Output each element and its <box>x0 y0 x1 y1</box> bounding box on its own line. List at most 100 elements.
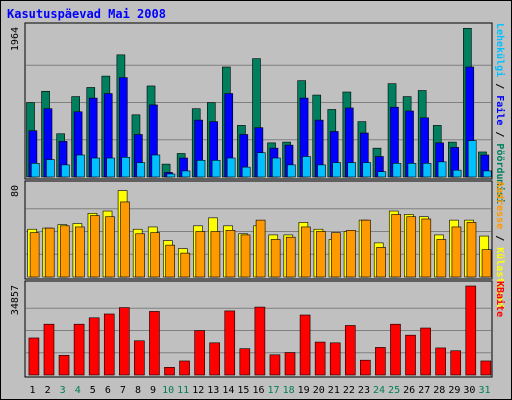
bar-1-s3-d9 <box>151 154 161 178</box>
bar-1-s3-d26 <box>407 163 417 178</box>
bar-1-s3-d22 <box>347 162 356 178</box>
bar-2-s2-d10 <box>165 244 176 278</box>
day-label-19: 19 <box>298 385 310 396</box>
day-label-20: 20 <box>313 385 325 396</box>
bar-1-s3-d6 <box>106 157 115 178</box>
day-label-7: 7 <box>120 385 126 396</box>
bar-2-s2-d17 <box>270 239 281 278</box>
legend-separator: / <box>494 125 505 143</box>
legend-item-1-1: Lehekülgi <box>494 23 506 77</box>
chart-panel-1: 1964 <box>10 22 493 180</box>
bar-1-s3-d29 <box>452 169 462 178</box>
bar-2-s2-d13 <box>210 231 221 278</box>
day-label-2: 2 <box>45 385 51 396</box>
bar-3-s1-d25 <box>390 323 401 376</box>
bar-3-s1-d8 <box>134 340 145 376</box>
bar-1-s3-d17 <box>272 157 281 178</box>
bar-3-s1-d20 <box>314 341 326 376</box>
bar-3-s1-d9 <box>149 311 160 376</box>
bar-3-s1-d5 <box>88 317 100 376</box>
day-label-24: 24 <box>373 385 385 396</box>
legend-3: KBaite <box>494 281 506 317</box>
bar-2-s2-d31 <box>481 249 492 278</box>
day-label-5: 5 <box>90 385 96 396</box>
bar-2-s2-d14 <box>225 230 236 278</box>
bar-2-s2-d29 <box>451 226 462 278</box>
day-label-16: 16 <box>252 385 264 396</box>
bar-2-s2-d8 <box>135 233 145 278</box>
bar-1-s3-d27 <box>422 163 432 178</box>
bar-3-s1-d28 <box>435 347 446 376</box>
bar-3-s1-d2 <box>43 323 55 376</box>
day-label-29: 29 <box>448 385 460 396</box>
bar-1-s3-d1 <box>31 163 40 178</box>
bar-3-s1-d30 <box>465 285 477 376</box>
bar-2-s2-d19 <box>300 226 311 278</box>
day-label-30: 30 <box>463 385 475 396</box>
day-label-27: 27 <box>418 385 430 396</box>
bar-1-s3-d11 <box>181 170 191 178</box>
day-label-17: 17 <box>268 385 280 396</box>
bar-3-s1-d6 <box>103 313 115 376</box>
bar-1-s3-d12 <box>196 160 206 178</box>
bar-2-s2-d22 <box>346 230 356 278</box>
day-label-21: 21 <box>328 385 340 396</box>
panel-border <box>24 22 493 180</box>
bar-1-s3-d31 <box>482 170 492 178</box>
legend-item-3-1: KBaite <box>494 281 506 317</box>
bar-1-s3-d14 <box>226 157 236 178</box>
bar-3-s1-d21 <box>329 342 341 376</box>
bar-3-s1-d10 <box>164 367 175 376</box>
bar-2-s2-d21 <box>331 232 341 278</box>
day-label-15: 15 <box>237 385 249 396</box>
chart-panel-2: 80 <box>10 180 493 280</box>
legend-item-1-3: Pöördumisi <box>494 143 506 203</box>
bar-2-s2-d9 <box>150 232 160 278</box>
bar-3-s1-d29 <box>450 350 462 376</box>
bar-2-s2-d30 <box>466 222 477 278</box>
bar-3-s1-d31 <box>480 360 492 376</box>
bar-2-s2-d1 <box>29 232 40 278</box>
panel-border <box>24 180 493 280</box>
bar-3-s1-d26 <box>405 334 416 376</box>
bar-1-s3-d7 <box>121 156 131 178</box>
bar-1-s3-d4 <box>76 154 85 178</box>
day-label-1: 1 <box>30 385 36 396</box>
bar-2-s2-d27 <box>421 218 432 278</box>
bar-1-s3-d20 <box>317 164 326 178</box>
bar-3-s1-d13 <box>209 342 220 376</box>
day-label-8: 8 <box>135 385 141 396</box>
bar-2-s2-d24 <box>376 247 386 278</box>
bar-1-s3-d3 <box>61 164 70 178</box>
bar-2-s2-d23 <box>361 219 371 278</box>
bar-3-s1-d18 <box>284 352 296 376</box>
bar-2-s2-d12 <box>195 231 206 278</box>
bar-2-s2-d3 <box>59 225 70 278</box>
day-label-28: 28 <box>433 385 445 396</box>
bar-2-s2-d7 <box>120 201 130 278</box>
bar-2-s2-d2 <box>44 227 55 278</box>
bar-3-s1-d1 <box>28 337 40 376</box>
bar-1-s3-d5 <box>91 157 100 178</box>
bar-3-s1-d3 <box>58 355 70 376</box>
day-label-25: 25 <box>388 385 400 396</box>
day-label-3: 3 <box>60 385 66 396</box>
bar-3-s1-d12 <box>194 330 205 376</box>
chart-panel-3: 34857 <box>10 280 493 378</box>
bar-1-s3-d28 <box>437 161 447 178</box>
bar-2-s2-d4 <box>75 226 85 278</box>
day-label-12: 12 <box>192 385 204 396</box>
bar-3-s1-d22 <box>344 325 356 376</box>
bar-2-s2-d26 <box>406 216 417 278</box>
chart-title: Kasutuspäevad Mai 2008 <box>7 7 166 21</box>
day-label-18: 18 <box>283 385 295 396</box>
bar-1-s3-d25 <box>392 163 402 178</box>
bar-1-s3-d13 <box>211 160 221 178</box>
day-label-23: 23 <box>358 385 370 396</box>
bar-3-s1-d17 <box>269 354 281 376</box>
y-max-label: 1964 <box>10 27 21 51</box>
bar-3-s1-d23 <box>360 359 371 376</box>
legend-item-2-1: Aadresse <box>494 181 505 229</box>
